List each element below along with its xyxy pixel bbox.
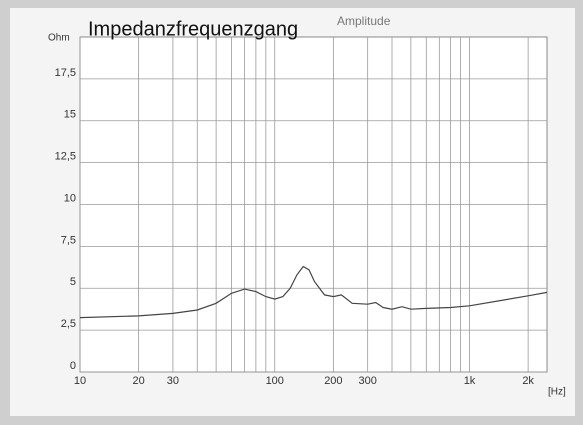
y-tick-label: 10 xyxy=(64,192,76,204)
y-tick-label: 17,5 xyxy=(55,67,76,79)
x-tick-label: 100 xyxy=(266,375,284,387)
impedance-curve xyxy=(79,265,548,319)
x-tick-label: 10 xyxy=(74,375,86,387)
x-axis-label: [Hz] xyxy=(548,387,566,398)
y-tick-label: 7,5 xyxy=(61,234,76,246)
x-tick-label: 30 xyxy=(167,375,179,387)
x-tick-label: 300 xyxy=(358,375,376,387)
x-tick-label: 200 xyxy=(324,375,342,387)
y-tick-label: 12,5 xyxy=(55,151,76,163)
chart-subtitle: Amplitude xyxy=(337,14,391,28)
x-tick-label: 20 xyxy=(133,375,145,387)
y-tick-label: 2,5 xyxy=(61,318,76,330)
x-tick-label: 1k xyxy=(464,375,476,387)
y-tick-label: 5 xyxy=(70,276,76,288)
y-tick-label: 0 xyxy=(70,360,76,372)
chart-title: Impedanzfrequenzgang xyxy=(88,18,298,40)
x-tick-label: 2k xyxy=(522,375,534,387)
y-axis-label: Ohm xyxy=(48,33,70,44)
y-tick-label: 15 xyxy=(64,109,76,121)
